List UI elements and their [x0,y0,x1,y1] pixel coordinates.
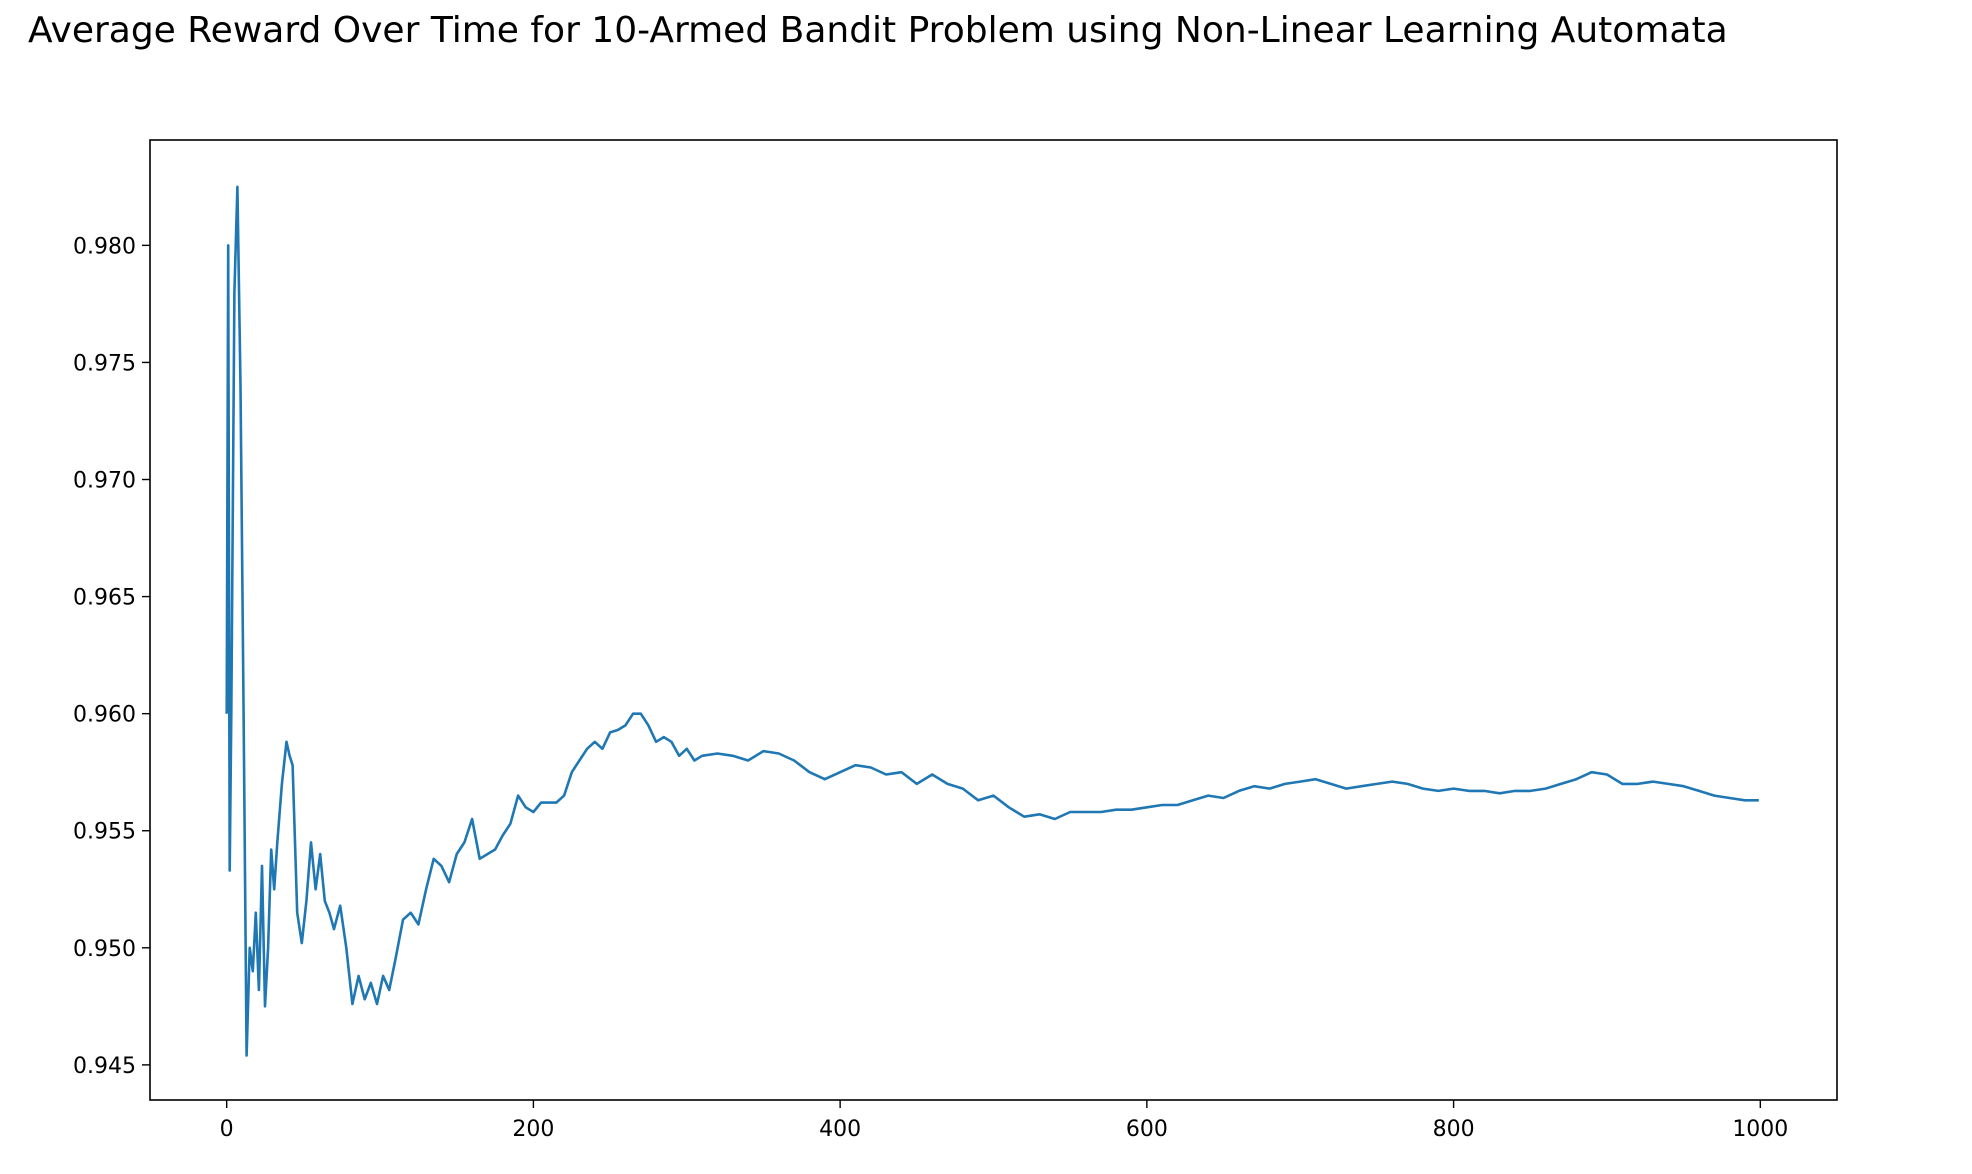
x-tick-label: 0 [220,1117,234,1142]
series-line-0 [225,185,1759,1057]
x-tick-label: 200 [512,1117,554,1142]
y-tick-label: 0.955 [73,820,136,845]
x-tick-label: 400 [819,1117,861,1142]
axes-frame [149,139,1838,1101]
y-tick-label: 0.950 [73,937,136,962]
y-tick-label: 0.970 [73,469,136,494]
y-tick-label: 0.960 [73,703,136,728]
chart-title: Average Reward Over Time for 10-Armed Ba… [28,10,1728,51]
y-tick-label: 0.975 [73,351,136,376]
y-axis: 0.945 0.950 0.955 0.960 0.965 0.970 0.975 0.980 [73,234,150,1079]
x-axis: 0 200 400 600 800 1000 [220,1100,1788,1142]
y-tick-label: 0.965 [73,586,136,611]
y-tick-label: 0.980 [73,234,136,259]
x-tick-label: 600 [1126,1117,1168,1142]
x-tick-label: 1000 [1732,1117,1788,1142]
plot-area [225,185,1759,1057]
y-tick-label: 0.945 [73,1054,136,1079]
x-tick-label: 800 [1433,1117,1475,1142]
